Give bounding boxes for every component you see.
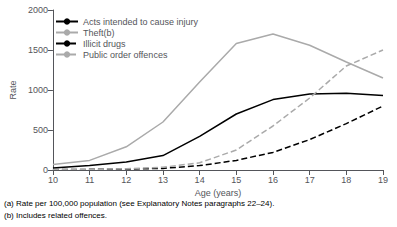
- svg-text:Public order offences: Public order offences: [83, 50, 168, 60]
- svg-text:11: 11: [85, 175, 94, 185]
- svg-text:15: 15: [231, 175, 241, 185]
- svg-text:(b) Includes related offences.: (b) Includes related offences.: [4, 211, 107, 220]
- svg-text:14: 14: [195, 175, 205, 185]
- svg-text:2000: 2000: [28, 5, 48, 15]
- svg-text:Illicit drugs: Illicit drugs: [83, 39, 126, 49]
- svg-text:Acts intended to cause injury: Acts intended to cause injury: [83, 17, 199, 27]
- svg-text:10: 10: [48, 175, 58, 185]
- svg-text:Age (years): Age (years): [195, 188, 242, 198]
- svg-text:0: 0: [43, 165, 48, 175]
- svg-text:500: 500: [33, 125, 48, 135]
- svg-text:(a) Rate per 100,000 populatio: (a) Rate per 100,000 population (see Exp…: [4, 199, 274, 208]
- svg-text:17: 17: [305, 175, 315, 185]
- svg-text:19: 19: [378, 175, 388, 185]
- svg-text:Theft(b): Theft(b): [83, 28, 115, 38]
- svg-text:1500: 1500: [28, 45, 48, 55]
- svg-text:Rate: Rate: [8, 80, 18, 99]
- svg-text:18: 18: [341, 175, 351, 185]
- svg-text:12: 12: [121, 175, 131, 185]
- svg-text:13: 13: [158, 175, 168, 185]
- svg-text:1000: 1000: [28, 85, 48, 95]
- svg-text:16: 16: [268, 175, 278, 185]
